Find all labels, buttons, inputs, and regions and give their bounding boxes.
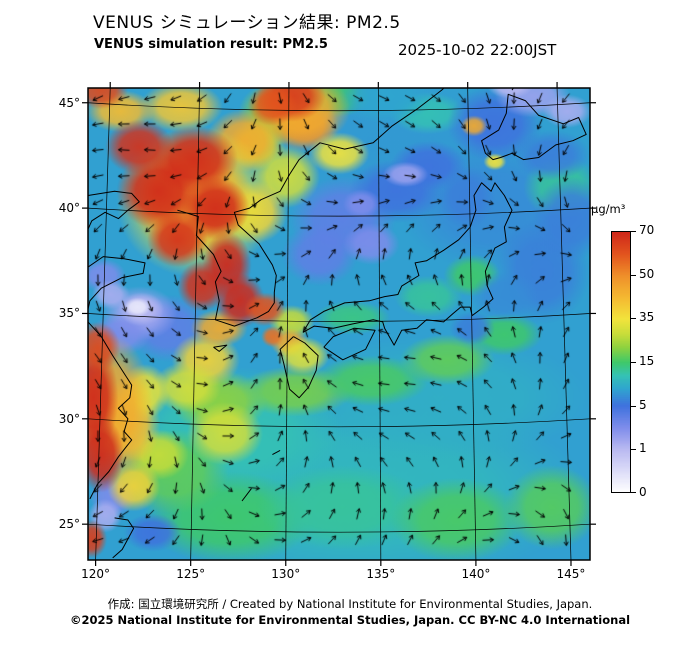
lon-tick-label: 145° xyxy=(556,567,586,581)
page-title-japanese: VENUS シミュレーション結果: PM2.5 xyxy=(93,13,401,33)
colorbar xyxy=(611,231,631,493)
lon-tick-label: 125° xyxy=(176,567,206,581)
colorbar-tick xyxy=(631,362,636,363)
lon-tick-label: 140° xyxy=(461,567,491,581)
coastlines xyxy=(88,88,587,559)
colorbar-tick-label: 1 xyxy=(639,441,647,455)
pm25-field-and-wind-canvas xyxy=(88,88,590,560)
colorbar-tick xyxy=(631,406,636,407)
lon-tick-label: 135° xyxy=(366,567,396,581)
colorbar-units-label: µg/m³ xyxy=(591,202,626,216)
colorbar-tick xyxy=(631,275,636,276)
lat-tick-label: 30° xyxy=(58,411,80,426)
colorbar-tick-label: 70 xyxy=(639,223,655,237)
colorbar-tick xyxy=(631,231,636,232)
axis-ticks xyxy=(82,82,596,566)
lat-tick-label: 45° xyxy=(58,95,80,110)
lat-tick-label: 25° xyxy=(58,517,80,532)
footer-credit: 作成: 国立環境研究所 / Created by National Instit… xyxy=(107,597,593,611)
colorbar-tick-label: 35 xyxy=(639,310,655,324)
lon-tick-label: 120° xyxy=(81,567,111,581)
colorbar-gradient-canvas xyxy=(612,232,630,492)
lon-tick-label: 130° xyxy=(271,567,301,581)
colorbar-tick-label: 15 xyxy=(639,354,655,368)
colorbar-tick-label: 0 xyxy=(639,485,647,499)
colorbar-tick xyxy=(631,318,636,319)
page-title-english: VENUS simulation result: PM2.5 xyxy=(94,37,328,52)
timestamp-label: 2025-10-02 22:00JST xyxy=(398,41,557,59)
colorbar-tick-label: 5 xyxy=(639,398,647,412)
graticule xyxy=(88,88,590,560)
lat-tick-label: 40° xyxy=(58,201,80,216)
footer-license: ©2025 National Institute for Environment… xyxy=(69,613,631,627)
colorbar-tick xyxy=(631,492,636,493)
map-frame xyxy=(87,87,591,561)
colorbar-tick-label: 50 xyxy=(639,267,655,281)
colorbar-tick xyxy=(631,449,636,450)
lat-tick-label: 35° xyxy=(58,306,80,321)
